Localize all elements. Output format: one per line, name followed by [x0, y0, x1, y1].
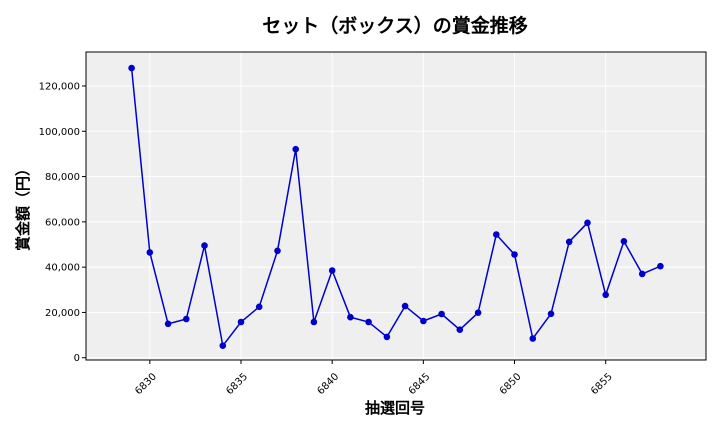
data-point	[602, 291, 609, 299]
data-point	[128, 64, 135, 72]
data-point	[638, 270, 646, 278]
x-axis-label: 抽選回号	[365, 399, 425, 417]
data-point	[529, 335, 537, 342]
data-point	[511, 251, 518, 258]
data-point	[201, 242, 208, 249]
data-point	[438, 310, 445, 318]
data-point	[383, 333, 391, 341]
data-point	[401, 302, 409, 310]
y-axis-label: 賞金額（円）	[14, 161, 32, 251]
data-point	[183, 315, 190, 323]
data-point	[456, 326, 464, 334]
data-point	[237, 318, 245, 326]
y-tick-label: 40,000	[45, 263, 80, 274]
series-line	[130, 68, 661, 348]
data-point	[620, 238, 628, 245]
data-point	[146, 249, 154, 256]
data-point	[474, 309, 482, 317]
y-tick-label: 80,000	[45, 172, 80, 183]
grid	[86, 52, 706, 360]
data-point	[292, 145, 300, 153]
x-tick-label: 6835	[224, 371, 250, 397]
plot-frame	[85, 51, 707, 361]
data-point	[565, 238, 573, 246]
data-point	[164, 320, 172, 328]
data-point	[328, 267, 336, 274]
y-tick-label: 20,000	[45, 308, 80, 319]
x-tick-label: 6840	[316, 371, 342, 397]
x-tick-label: 6855	[589, 371, 615, 397]
data-point	[493, 231, 500, 238]
data-point	[547, 310, 555, 318]
y-tick-label: 120,000	[39, 81, 80, 92]
plot-area	[86, 52, 706, 360]
data-point	[657, 262, 664, 270]
y-tick-label: 60,000	[45, 217, 80, 228]
x-tick-label: 6845	[407, 371, 433, 397]
data-point	[347, 313, 354, 321]
data-point	[219, 342, 227, 350]
data-point	[310, 318, 318, 326]
data-point	[420, 317, 427, 325]
data-point	[584, 219, 591, 227]
y-tick-label: 100,000	[39, 127, 80, 138]
data-point	[274, 247, 281, 255]
points-layer	[128, 64, 664, 350]
x-tick-label: 6830	[133, 371, 159, 397]
data-point	[365, 318, 372, 326]
data-point	[255, 303, 263, 311]
chart-title: セット（ボックス）の賞金推移	[262, 14, 527, 37]
y-tick-label: 0	[74, 353, 80, 364]
x-tick-label: 6850	[498, 371, 524, 397]
series-layer	[130, 68, 661, 348]
